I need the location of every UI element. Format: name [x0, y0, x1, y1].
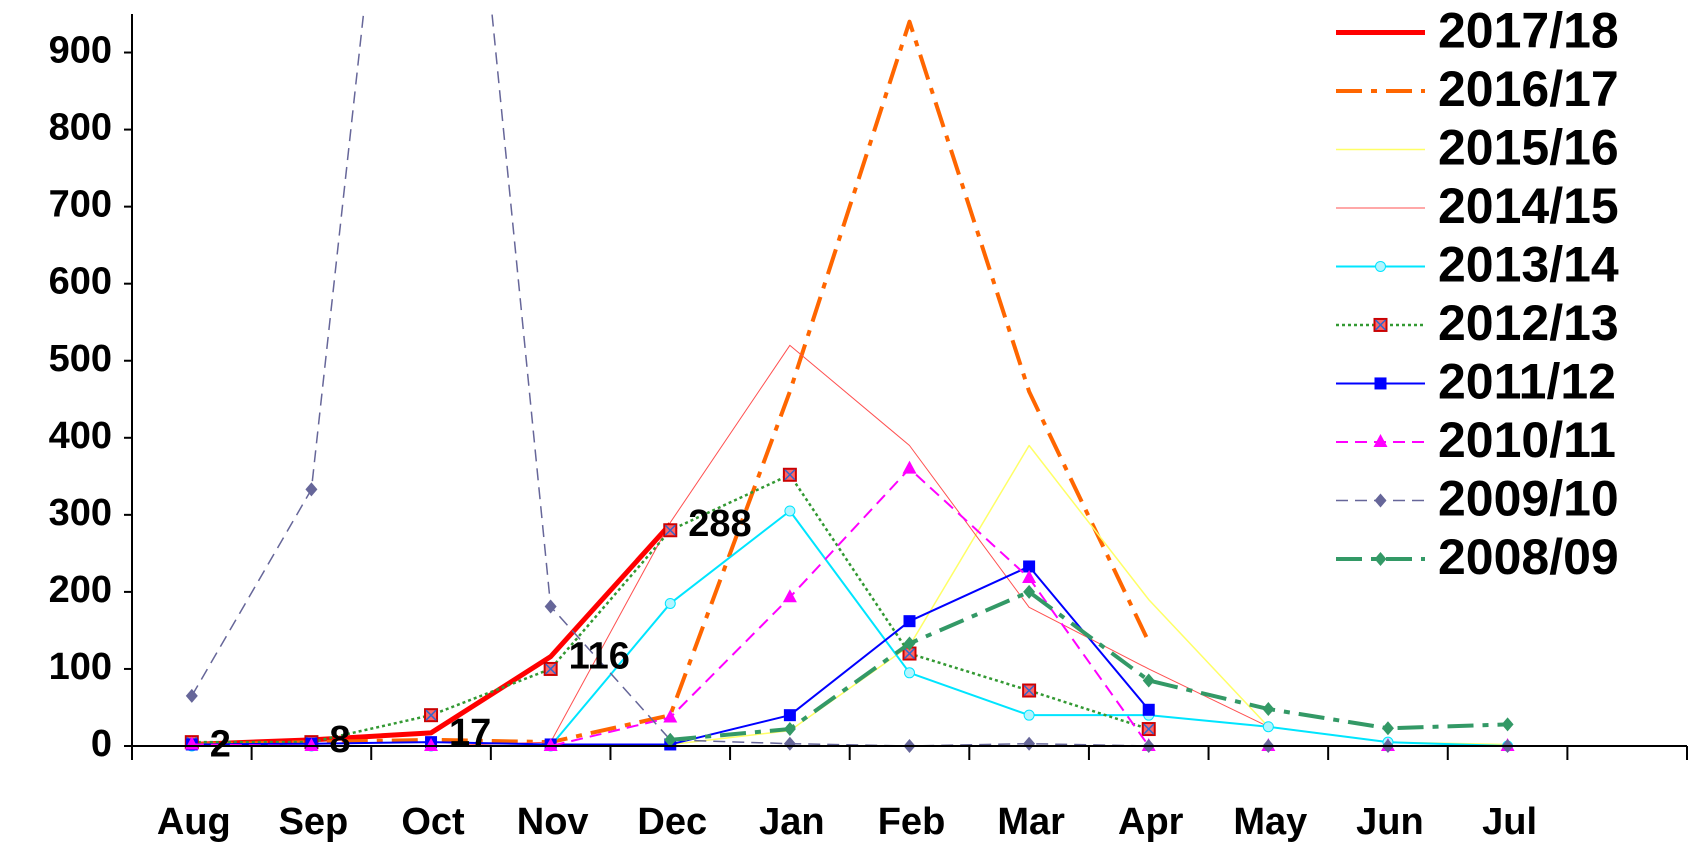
marker-cross: [1143, 723, 1155, 735]
y-tick-label: 500: [49, 338, 112, 380]
y-tick-label: 700: [49, 184, 112, 226]
marker: [782, 467, 797, 482]
marker: [1023, 709, 1035, 721]
data-label: 2: [210, 723, 231, 765]
marker: [663, 709, 678, 723]
x-tick-label: Oct: [401, 801, 465, 843]
x-tick-label: May: [1233, 801, 1307, 843]
marker-cross: [664, 524, 676, 536]
marker: [1022, 570, 1037, 584]
y-tick-label: 100: [49, 646, 112, 688]
legend-label: 2011/12: [1438, 354, 1616, 410]
series-line: [191, 444, 1508, 747]
marker: [663, 523, 678, 538]
y-tick-label: 800: [49, 107, 112, 149]
marker-cross: [784, 469, 796, 481]
marker-cross: [903, 648, 916, 660]
marker: [782, 589, 797, 603]
y-tick-label: 0: [91, 723, 112, 765]
marker: [783, 736, 796, 751]
x-tick-label: Apr: [1118, 801, 1184, 843]
y-tick-label: 200: [49, 569, 112, 611]
series-line: [191, 509, 1508, 747]
legend-marker: [1373, 433, 1388, 447]
x-tick-label: Sep: [279, 801, 349, 843]
marker: [304, 738, 319, 751]
y-tick-label: 900: [49, 30, 112, 72]
series-line: [191, 19, 1151, 747]
legend-marker: [1375, 260, 1386, 272]
x-tick-label: Aug: [157, 801, 231, 843]
marker: [424, 738, 439, 751]
marker: [1023, 584, 1036, 599]
marker: [305, 482, 318, 497]
marker: [664, 732, 677, 747]
x-tick-label: Jan: [759, 801, 824, 843]
marker: [185, 688, 198, 703]
marker: [784, 505, 796, 517]
marker-cross: [425, 709, 437, 721]
marker: [902, 460, 917, 474]
x-tick-label: Jun: [1356, 801, 1424, 843]
marker: [903, 615, 916, 628]
y-tick-label: 400: [49, 415, 112, 457]
marker: [543, 738, 558, 751]
marker: [1141, 722, 1156, 737]
x-tick-label: Mar: [997, 801, 1065, 843]
marker: [1023, 560, 1036, 573]
marker-cross: [1374, 319, 1387, 331]
marker: [1501, 717, 1514, 732]
legend-marker: [1374, 551, 1387, 566]
legend-marker: [1374, 493, 1387, 508]
legend-label: 2014/15: [1438, 178, 1619, 234]
series-line: [191, 344, 1508, 747]
legend-label: 2010/11: [1438, 412, 1616, 468]
marker: [1142, 703, 1155, 716]
data-label: 116: [569, 636, 630, 678]
y-tick-label: 300: [49, 492, 112, 534]
marker: [1142, 673, 1155, 688]
legend-marker: [1373, 317, 1388, 332]
series-line: [191, 467, 1508, 747]
marker: [424, 708, 439, 723]
legend-label: 2015/16: [1438, 120, 1619, 176]
plot-area: [184, 14, 1515, 753]
y-tick-label: 600: [49, 261, 112, 303]
legend-marker: [1374, 377, 1387, 390]
x-tick-label: Feb: [878, 801, 946, 843]
marker: [1022, 683, 1037, 698]
series-line: [670, 589, 1508, 742]
marker: [544, 599, 557, 614]
x-tick-label: Jul: [1482, 801, 1537, 843]
legend-label: 2016/17: [1438, 61, 1619, 117]
marker: [1262, 721, 1274, 733]
marker: [904, 667, 915, 679]
marker: [1262, 702, 1275, 717]
marker: [543, 661, 558, 676]
legend-label: 2008/09: [1438, 529, 1619, 585]
marker: [903, 636, 916, 651]
marker: [1381, 721, 1394, 736]
marker-cross: [1023, 684, 1035, 697]
marker-cross: [545, 663, 557, 675]
series-line: [191, 14, 1508, 747]
marker: [783, 709, 796, 722]
legend-label: 2012/13: [1438, 295, 1619, 351]
legend-label: 2013/14: [1438, 237, 1619, 293]
marker: [664, 597, 676, 609]
x-tick-label: Dec: [637, 801, 707, 843]
legend-label: 2009/10: [1438, 471, 1619, 527]
marker: [1023, 736, 1036, 751]
legend-label: 2017/18: [1438, 3, 1619, 59]
data-label: 17: [449, 712, 491, 754]
data-label: 288: [688, 503, 751, 545]
marker: [902, 646, 917, 661]
marker: [783, 722, 796, 737]
x-tick-label: Nov: [517, 801, 589, 843]
data-label: 8: [329, 719, 350, 761]
